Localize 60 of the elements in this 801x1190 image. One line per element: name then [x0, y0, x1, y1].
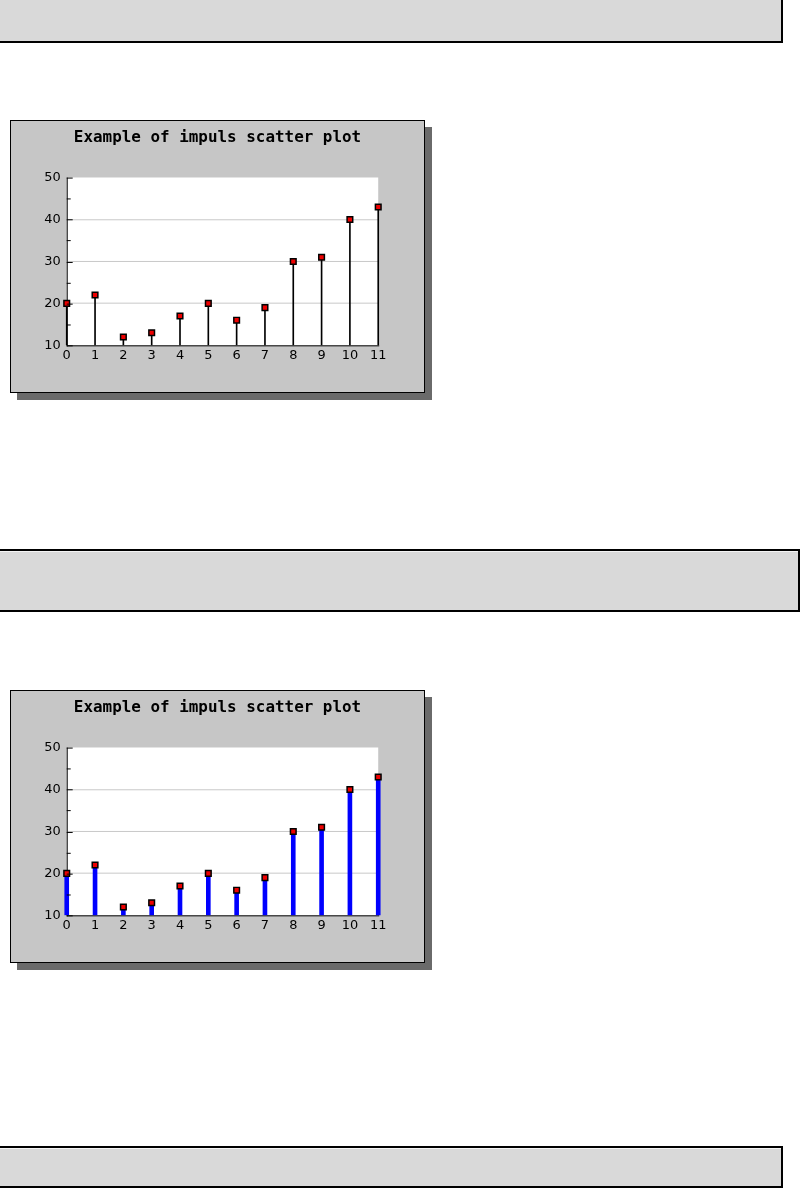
point: [119, 903, 127, 911]
x-tick-label: 10: [341, 347, 359, 363]
y-tick-label: 50: [44, 738, 61, 754]
point: [233, 316, 241, 324]
x-tick-label: 9: [317, 917, 326, 933]
x-tick-label: 3: [147, 347, 156, 363]
x-tick-label: 11: [369, 347, 387, 363]
chart-title: Example of impuls scatter plot: [73, 126, 362, 146]
point: [176, 882, 184, 890]
x-tick-label: 1: [90, 917, 100, 933]
y-tick-label: 40: [44, 780, 61, 796]
x-tick-label: 4: [175, 347, 185, 363]
x-tick-label: 2: [119, 347, 128, 363]
x-tick-label: 5: [204, 917, 213, 933]
chart-title: Example of impuls scatter plot: [73, 696, 362, 716]
point: [261, 874, 269, 882]
y-tick-label: 30: [44, 822, 61, 838]
x-tick-label: 8: [289, 347, 298, 363]
x-tick-label: 3: [147, 917, 156, 933]
y-tick-label: 30: [44, 252, 61, 268]
point: [91, 291, 99, 299]
point: [346, 215, 354, 224]
y-tick-label: 50: [44, 168, 61, 184]
point: [233, 886, 241, 894]
x-tick-label: 2: [119, 917, 128, 933]
x-tick-label: 11: [369, 917, 387, 933]
x-tick-label: 10: [341, 917, 359, 933]
y-tick-label: 20: [44, 864, 61, 880]
point: [63, 869, 71, 877]
x-tick-label: 9: [317, 347, 326, 363]
y-tick-label: 20: [44, 294, 61, 310]
x-tick-label: 4: [175, 917, 185, 933]
x-tick-label: 5: [204, 347, 213, 363]
point: [148, 329, 156, 337]
x-tick-label: 7: [260, 347, 270, 363]
x-tick-label: 6: [232, 917, 241, 933]
point: [318, 823, 326, 831]
y-tick-label: 10: [44, 906, 61, 922]
x-tick-label: 6: [232, 347, 241, 363]
point: [374, 203, 382, 211]
x-tick-label: 8: [289, 917, 298, 933]
y-tick-label: 40: [44, 210, 61, 226]
point: [374, 773, 382, 781]
point: [148, 899, 156, 907]
x-tick-label: 0: [62, 347, 71, 363]
point: [289, 827, 297, 836]
point: [346, 785, 354, 794]
point: [91, 861, 99, 869]
point: [63, 299, 71, 307]
point: [318, 253, 326, 261]
point: [204, 299, 212, 307]
point: [261, 304, 269, 312]
point: [176, 312, 184, 320]
point: [289, 257, 297, 266]
x-tick-label: 7: [260, 917, 270, 933]
y-tick-label: 10: [44, 336, 61, 352]
x-tick-label: 0: [62, 917, 71, 933]
point: [119, 333, 127, 341]
point: [204, 869, 212, 877]
x-tick-label: 1: [90, 347, 100, 363]
